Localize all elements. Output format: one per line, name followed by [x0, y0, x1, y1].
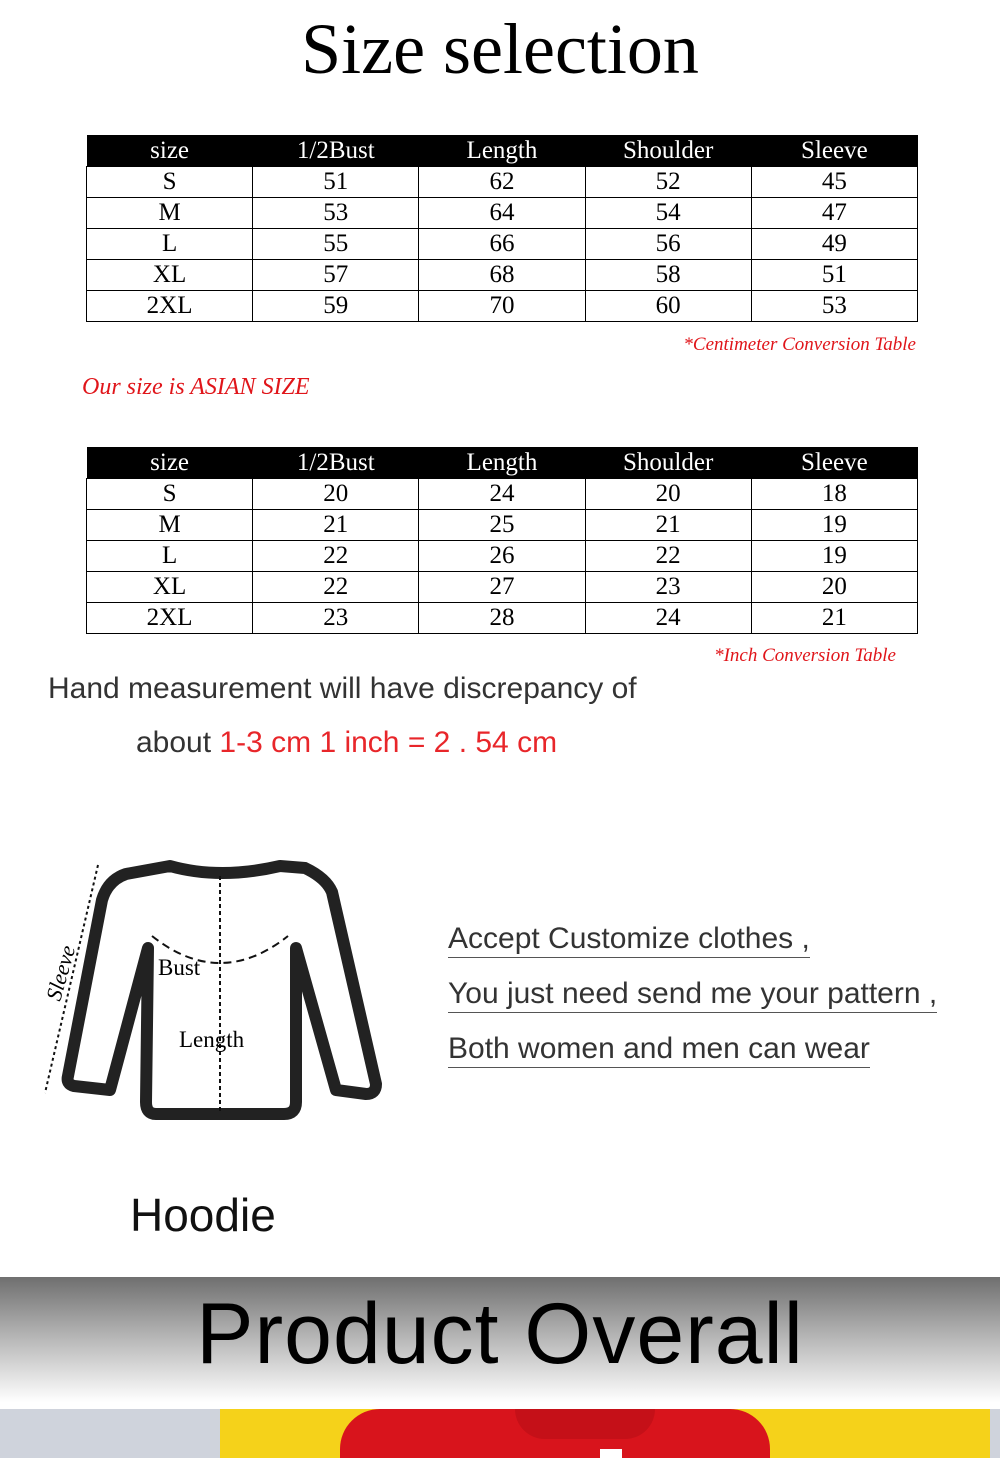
table-cell: 24 [584, 602, 752, 634]
table-cell: M [85, 197, 254, 229]
table-cell: S [85, 166, 254, 198]
table-row: M 21 25 21 19 [85, 509, 919, 541]
measurement-conversion: 1-3 cm 1 inch = 2 . 54 cm [219, 726, 558, 759]
custom-line-3: Both women and men can wear [448, 1032, 870, 1068]
table-cell: 64 [418, 197, 586, 229]
product-photo [0, 1409, 1000, 1458]
table-cell: 20 [750, 571, 919, 603]
table-cell: XL [85, 571, 254, 603]
table-cell: L [85, 540, 254, 572]
table-cell: 25 [418, 509, 586, 541]
cm-size-table: size 1/2Bust Length Shoulder Sleeve S 51 62 52 4… [85, 135, 919, 322]
column-header: Shoulder [585, 135, 752, 167]
table-cell: 53 [252, 197, 420, 229]
table-cell: 51 [252, 166, 420, 198]
table-cell: M [85, 509, 254, 541]
bust-label: Bust [158, 955, 201, 980]
table-cell: 18 [750, 478, 919, 510]
custom-line-1: Accept Customize clothes , [448, 922, 810, 958]
table-cell: 22 [584, 540, 752, 572]
column-header: Shoulder [585, 447, 752, 479]
table-cell: 52 [584, 166, 752, 198]
table-cell: 47 [750, 197, 919, 229]
table-row: S 20 24 20 18 [85, 478, 919, 510]
diagram-caption: Hoodie [130, 1189, 276, 1241]
inch-table-note: *Inch Conversion Table [714, 645, 896, 666]
column-header: Sleeve [751, 135, 918, 167]
table-row: XL 57 68 58 51 [85, 259, 919, 291]
table-row: S 51 62 52 45 [85, 166, 919, 198]
measurement-prefix: about [136, 726, 220, 759]
cm-table-note: *Centimeter Conversion Table [683, 334, 916, 355]
inch-size-table: size 1/2Bust Length Shoulder Sleeve S 20 24 20 1… [85, 447, 919, 634]
table-cell: 28 [418, 602, 586, 634]
table-cell: 26 [418, 540, 586, 572]
length-label: Length [179, 1027, 245, 1052]
table-cell: 60 [584, 290, 752, 322]
table-cell: 53 [750, 290, 919, 322]
table-cell: 21 [252, 509, 420, 541]
table-cell: 19 [750, 509, 919, 541]
column-header: size [86, 135, 253, 167]
banner-title: Product Overall [196, 1286, 804, 1382]
table-cell: 54 [584, 197, 752, 229]
table-cell: 21 [584, 509, 752, 541]
table-cell: 20 [584, 478, 752, 510]
sleeve-label: Sleeve [41, 942, 81, 1003]
table-header-row: size 1/2Bust Length Shoulder Sleeve [86, 447, 918, 479]
measurement-line-1: Hand measurement will have discrepancy o… [48, 672, 637, 705]
measurement-line-2: about 1-3 cm 1 inch = 2 . 54 cm [136, 726, 557, 760]
table-cell: 62 [418, 166, 586, 198]
table-cell: 68 [418, 259, 586, 291]
table-cell: 55 [252, 228, 420, 260]
table-cell: 70 [418, 290, 586, 322]
table-cell: 19 [750, 540, 919, 572]
table-cell: L [85, 228, 254, 260]
table-cell: 56 [584, 228, 752, 260]
table-cell: 58 [584, 259, 752, 291]
table-cell: 45 [750, 166, 919, 198]
table-cell: XL [85, 259, 254, 291]
bust-guide [151, 935, 289, 964]
table-cell: 23 [252, 602, 420, 634]
table-cell: 22 [252, 571, 420, 603]
hoodie-outline [61, 860, 382, 1120]
column-header: Length [418, 135, 586, 167]
column-header: Length [418, 447, 586, 479]
banner-background [0, 1277, 1000, 1409]
table-row: 2XL 59 70 60 53 [85, 290, 919, 322]
hoodie-label [600, 1449, 622, 1458]
table-row: L 55 66 56 49 [85, 228, 919, 260]
table-cell: 23 [584, 571, 752, 603]
table-row: 2XL 23 28 24 21 [85, 602, 919, 634]
table-row: L 22 26 22 19 [85, 540, 919, 572]
table-cell: 27 [418, 571, 586, 603]
column-header: size [86, 447, 253, 479]
asian-size-note: Our size is ASIAN SIZE [82, 374, 310, 400]
table-cell: 20 [252, 478, 420, 510]
column-header: 1/2Bust [252, 447, 419, 479]
table-cell: 66 [418, 228, 586, 260]
column-header: 1/2Bust [252, 135, 419, 167]
table-row: M 53 64 54 47 [85, 197, 919, 229]
table-cell: S [85, 478, 254, 510]
table-cell: 24 [418, 478, 586, 510]
table-cell: 22 [252, 540, 420, 572]
hoodie-collar [515, 1409, 655, 1439]
custom-line-2: You just need send me your pattern , [448, 977, 938, 1013]
table-cell: 2XL [85, 290, 254, 322]
table-cell: 21 [750, 602, 919, 634]
page-title: Size selection [301, 9, 699, 89]
table-header-row: size 1/2Bust Length Shoulder Sleeve [86, 135, 918, 167]
table-row: XL 22 27 23 20 [85, 571, 919, 603]
table-cell: 2XL [85, 602, 254, 634]
table-cell: 51 [750, 259, 919, 291]
column-header: Sleeve [751, 447, 918, 479]
table-cell: 57 [252, 259, 420, 291]
table-cell: 59 [252, 290, 420, 322]
table-cell: 49 [750, 228, 919, 260]
hoodie-diagram: Sleeve Bust Length [41, 860, 382, 1120]
